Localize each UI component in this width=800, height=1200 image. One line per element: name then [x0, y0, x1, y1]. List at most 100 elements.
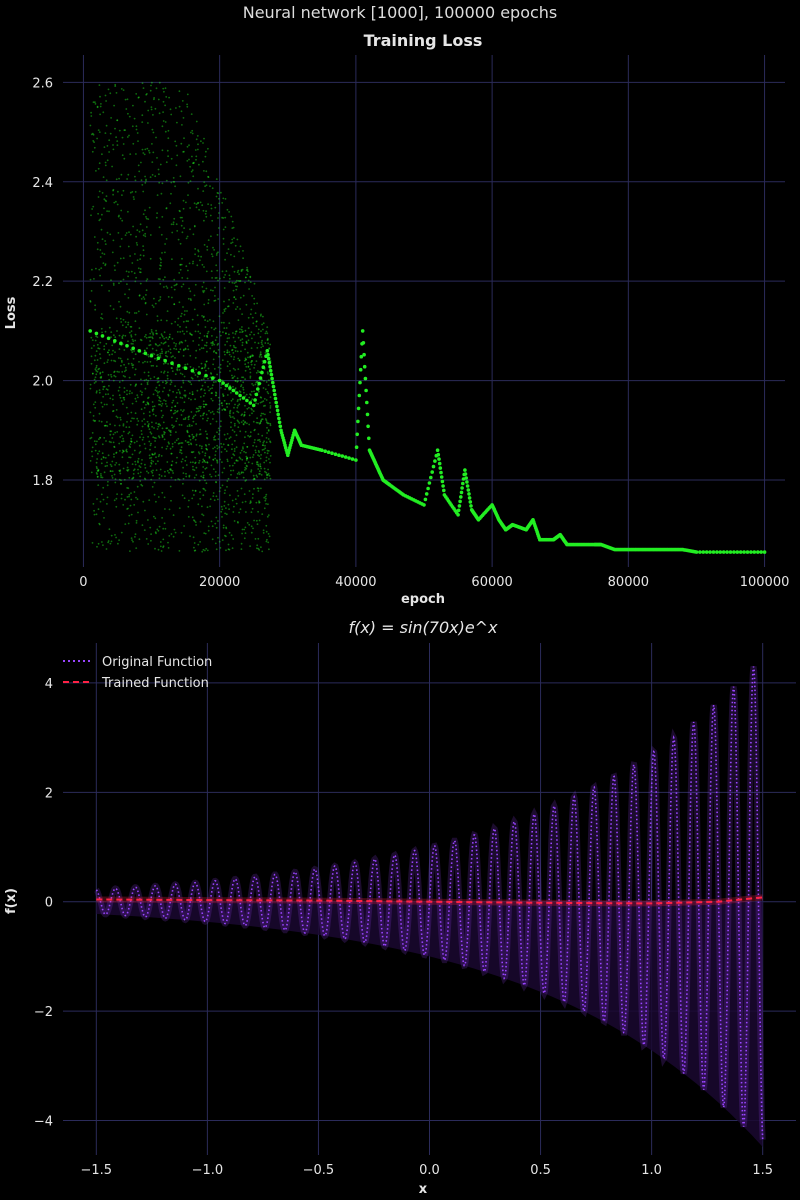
- loss-cloud-point: [181, 100, 184, 102]
- loss-cloud-point: [259, 465, 261, 468]
- loss-cloud-point: [258, 501, 261, 504]
- loss-cloud-point: [192, 417, 194, 420]
- loss-cloud-point: [200, 362, 203, 365]
- loss-cloud-point: [221, 202, 224, 204]
- loss-cloud-point: [156, 394, 159, 397]
- loss-cloud-point: [245, 365, 248, 368]
- loss-cloud-point: [93, 146, 96, 149]
- loss-cloud-point: [96, 105, 99, 108]
- loss-cloud-point: [128, 134, 130, 137]
- loss-cloud-point: [141, 438, 144, 441]
- loss-cloud-point: [174, 140, 177, 143]
- loss-cloud-point: [219, 363, 222, 366]
- loss-cloud-point: [126, 178, 128, 180]
- loss-cloud-point: [110, 534, 113, 537]
- loss-cloud-point: [141, 524, 144, 526]
- loss-cloud-point: [251, 507, 254, 510]
- loss-cloud-point: [191, 497, 194, 500]
- loss-cloud-point: [101, 443, 104, 446]
- loss-cloud-point: [122, 318, 125, 321]
- loss-cloud-point: [141, 184, 144, 186]
- loss-cloud-point: [169, 202, 172, 205]
- loss-cloud-point: [218, 403, 221, 406]
- loss-cloud-point: [206, 549, 209, 552]
- loss-cloud-point: [171, 258, 173, 261]
- loss-cloud-point: [232, 226, 235, 229]
- loss-cloud-point: [129, 325, 132, 328]
- loss-cloud-point: [204, 363, 207, 365]
- loss-cloud-point: [115, 497, 118, 500]
- loss-cloud-point: [155, 87, 158, 90]
- loss-cloud-point: [90, 471, 93, 474]
- loss-cloud-point: [186, 93, 189, 96]
- loss-cloud-point: [112, 379, 115, 382]
- loss-cloud-point: [137, 267, 140, 270]
- loss-cloud-point: [200, 255, 203, 258]
- loss-cloud-point: [260, 474, 263, 476]
- loss-cloud-point: [139, 475, 142, 478]
- loss-cloud-point: [190, 113, 193, 115]
- loss-cloud-point: [133, 504, 136, 506]
- loss-cloud-point: [214, 542, 217, 545]
- loss-cloud-point: [140, 408, 143, 411]
- loss-point: [460, 486, 464, 490]
- loss-cloud-point: [260, 418, 263, 421]
- loss-cloud-point: [213, 436, 215, 439]
- loss-cloud-point: [216, 373, 219, 376]
- loss-cloud-point: [261, 323, 263, 326]
- loss-cloud-point: [150, 364, 153, 367]
- loss-point: [245, 398, 249, 403]
- loss-cloud-point: [104, 263, 107, 265]
- loss-cloud-point: [228, 548, 231, 551]
- loss-cloud-point: [112, 308, 115, 311]
- loss-cloud-point: [165, 336, 168, 339]
- loss-plot-title: Training Loss: [364, 31, 483, 50]
- loss-cloud-point: [119, 450, 121, 452]
- loss-cloud-point: [195, 524, 198, 526]
- loss-cloud-point: [96, 137, 98, 140]
- loss-cloud-point: [158, 181, 161, 184]
- loss-cloud-point: [132, 225, 135, 228]
- loss-cloud-point: [204, 326, 207, 328]
- loss-cloud-point: [140, 378, 142, 381]
- loss-cloud-point: [220, 510, 223, 513]
- loss-cloud-point: [143, 379, 146, 382]
- loss-cloud-point: [221, 471, 224, 474]
- loss-cloud-point: [266, 538, 268, 541]
- loss-cloud-point: [226, 406, 229, 408]
- loss-cloud-point: [177, 442, 180, 445]
- loss-cloud-point: [213, 381, 215, 384]
- loss-cloud-point: [99, 371, 102, 374]
- loss-cloud-point: [160, 192, 163, 195]
- loss-cloud-point: [115, 178, 118, 181]
- loss-cloud-point: [237, 380, 239, 382]
- loss-cloud-point: [159, 545, 162, 548]
- loss-ytick-label: 1.8: [32, 474, 53, 489]
- loss-cloud-point: [184, 339, 187, 342]
- loss-cloud-point: [163, 372, 165, 374]
- loss-cloud-point: [204, 479, 206, 482]
- loss-xlabel: epoch: [401, 592, 445, 607]
- loss-cloud-point: [202, 417, 204, 420]
- loss-cloud-point: [128, 445, 131, 448]
- loss-cloud-point: [228, 337, 231, 339]
- func-xtick-label: 0.5: [530, 1163, 551, 1178]
- loss-cloud-point: [171, 460, 174, 463]
- loss-cloud-point: [175, 348, 178, 351]
- loss-cloud-point: [216, 192, 219, 194]
- loss-cloud-point: [98, 391, 101, 394]
- loss-cloud-point: [169, 468, 171, 471]
- loss-cloud-point: [153, 297, 155, 300]
- loss-cloud-point: [258, 356, 261, 358]
- loss-cloud-point: [171, 367, 173, 369]
- loss-cloud-point: [182, 283, 185, 286]
- loss-cloud-point: [121, 194, 123, 197]
- loss-cloud-point: [90, 290, 93, 292]
- loss-point: [271, 380, 275, 385]
- loss-cloud-point: [116, 144, 119, 147]
- loss-cloud-point: [218, 407, 221, 410]
- loss-cloud-point: [210, 520, 213, 523]
- loss-cloud-point: [232, 538, 235, 540]
- loss-cloud-point: [197, 201, 200, 204]
- loss-cloud-point: [89, 124, 92, 127]
